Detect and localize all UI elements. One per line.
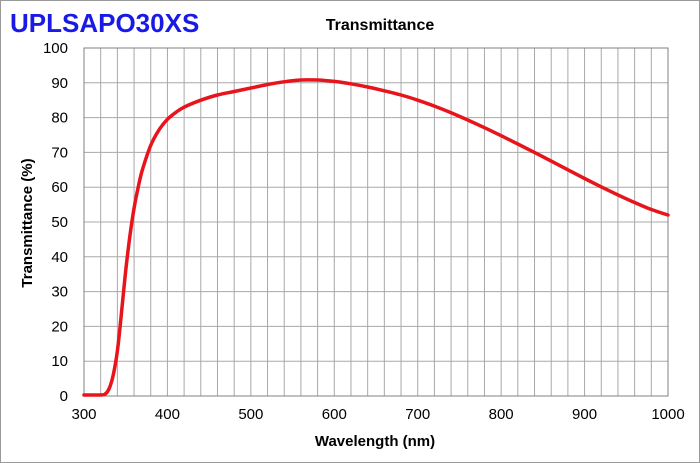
y-tick-label: 90	[51, 75, 68, 92]
x-tick-label: 300	[71, 406, 96, 423]
y-tick-label: 70	[51, 144, 68, 161]
y-tick-label: 40	[51, 249, 68, 266]
y-axis-label: Transmittance (%)	[19, 158, 36, 287]
y-tick-label: 80	[51, 110, 68, 127]
product-name: UPLSAPO30XS	[10, 8, 199, 38]
plot-area	[83, 47, 669, 397]
y-tick-label: 60	[51, 179, 68, 196]
series-line-transmittance	[82, 78, 670, 397]
y-axis-ticks: 0 10 20 30 40 50 60 70 80 90 100	[43, 40, 68, 405]
x-tick-label: 600	[322, 406, 347, 423]
chart-title: Transmittance	[326, 17, 435, 34]
x-tick-label: 1000	[651, 406, 684, 423]
x-tick-label: 900	[572, 406, 597, 423]
x-axis-label: Wavelength (nm)	[315, 433, 435, 450]
x-tick-label: 400	[155, 406, 180, 423]
x-tick-label: 700	[405, 406, 430, 423]
x-tick-label: 800	[489, 406, 514, 423]
x-axis-ticks: 300 400 500 600 700 800 900 1000	[71, 406, 684, 423]
y-tick-label: 30	[51, 284, 68, 301]
y-tick-label: 20	[51, 318, 68, 335]
x-tick-label: 500	[238, 406, 263, 423]
y-tick-label: 100	[43, 40, 68, 57]
y-tick-label: 10	[51, 353, 68, 370]
y-tick-label: 0	[60, 388, 68, 405]
y-tick-label: 50	[51, 214, 68, 231]
grid	[84, 48, 668, 396]
